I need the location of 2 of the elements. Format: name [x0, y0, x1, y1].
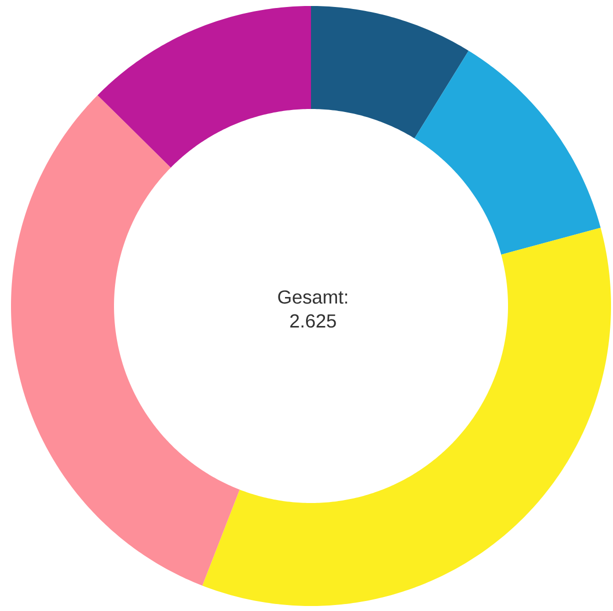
text: Gesamt: [278, 290, 348, 304]
text: 2.625 [290, 314, 336, 328]
